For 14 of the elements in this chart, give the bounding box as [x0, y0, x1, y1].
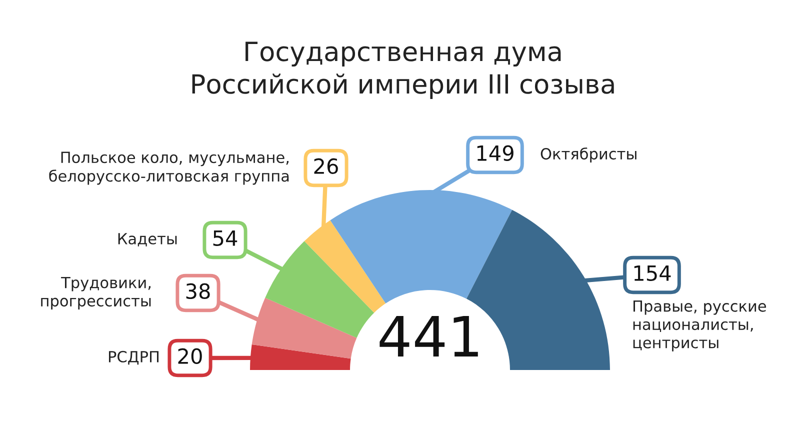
- text: 441: [380, 316, 478, 356]
- data-label: 149: [477, 145, 514, 162]
- legend-label: Польское коло, мусульмане, белорусско-литовская группа: [49, 152, 289, 185]
- legend-label: Кадеты: [118, 233, 177, 246]
- data-label: 54: [213, 230, 238, 246]
- data-label: 20: [178, 348, 202, 364]
- slice-label: Октябристы: [540, 147, 636, 163]
- chart-title: Государственная дума Российской империи III созыва: [192, 42, 614, 100]
- data-label: 26: [314, 158, 338, 174]
- data-label: 154: [634, 266, 671, 282]
- data-label: 38: [186, 283, 210, 300]
- slice-label: Правые, русские националисты, центристы: [633, 300, 766, 352]
- legend-label: РСДРП: [108, 350, 158, 365]
- legend-label: Трудовики, прогрессисты: [41, 276, 151, 310]
